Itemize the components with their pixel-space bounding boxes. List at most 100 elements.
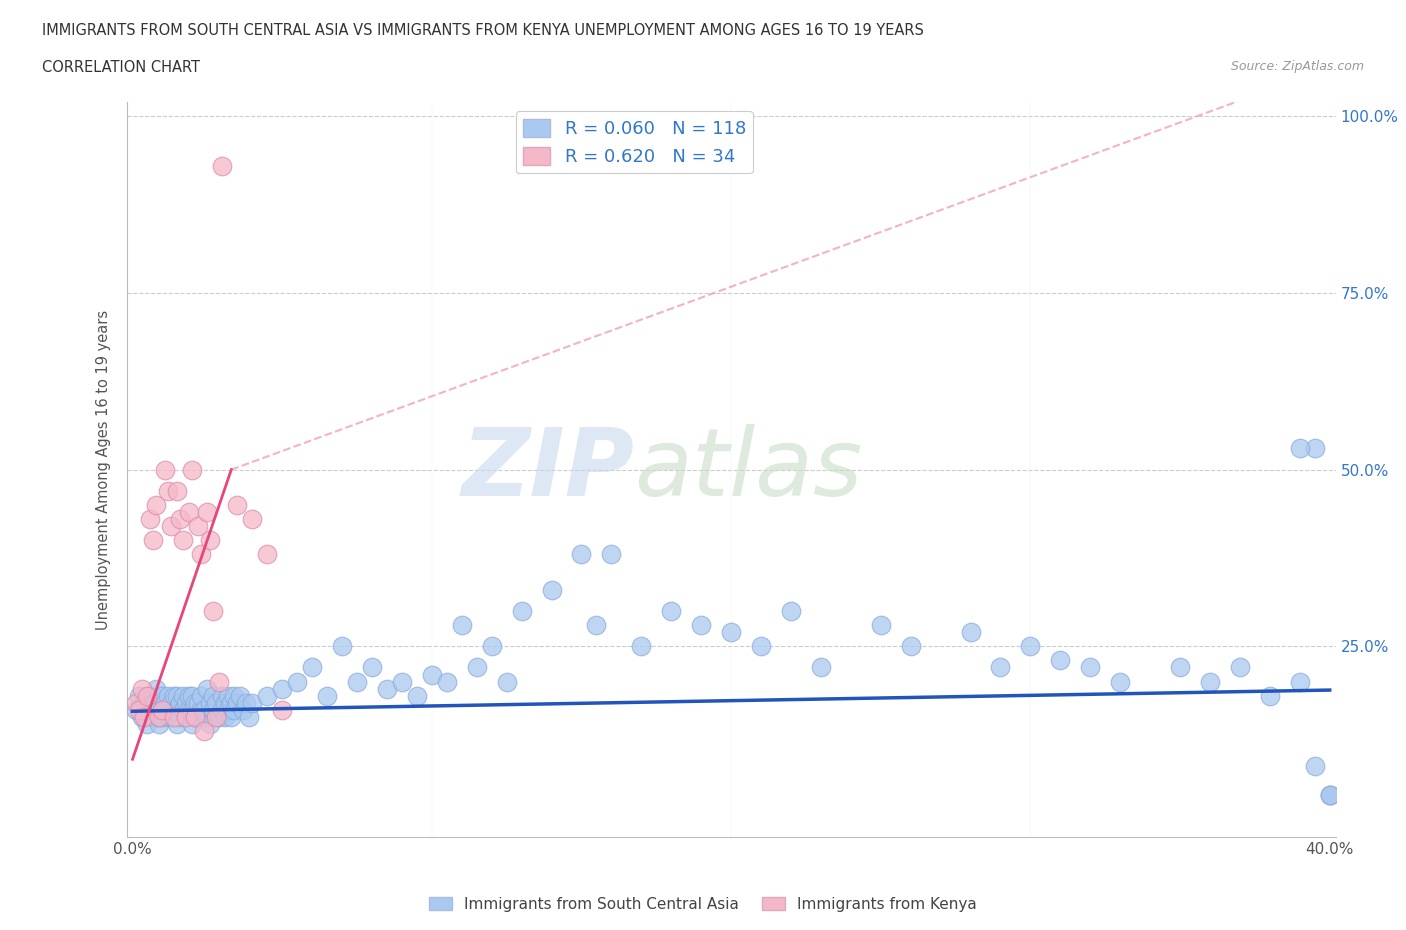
Point (145, 681, 167, 696)
Point (217, 702, 239, 717)
Point (172, 688, 194, 703)
Point (136, 688, 159, 703)
Point (148, 710, 170, 724)
Point (181, 462, 204, 477)
Point (195, 681, 218, 696)
Point (256, 688, 278, 703)
Point (134, 696, 156, 711)
Point (1049, 653, 1071, 668)
Point (330, 639, 353, 654)
Point (155, 702, 177, 717)
Point (142, 533, 165, 548)
Point (405, 688, 427, 703)
Point (128, 688, 150, 703)
Point (148, 716, 170, 731)
Point (391, 674, 413, 689)
Point (211, 702, 233, 717)
Point (157, 688, 180, 703)
Point (152, 688, 174, 703)
Point (226, 498, 249, 512)
Point (450, 618, 472, 632)
Point (193, 702, 215, 717)
Point (152, 702, 174, 717)
Point (301, 660, 323, 675)
Point (214, 710, 236, 724)
Point (124, 696, 146, 711)
Point (959, 625, 981, 640)
Point (1288, 674, 1310, 689)
Point (1303, 441, 1326, 456)
Point (316, 688, 339, 703)
Text: CORRELATION CHART: CORRELATION CHART (42, 60, 200, 75)
Point (240, 512, 263, 526)
Point (172, 533, 194, 548)
Point (176, 710, 198, 724)
Point (1319, 787, 1341, 802)
Point (600, 547, 623, 562)
Point (221, 696, 243, 711)
Text: atlas: atlas (634, 424, 863, 515)
Point (190, 688, 212, 703)
Point (142, 710, 165, 724)
Point (145, 702, 167, 717)
Point (1199, 674, 1222, 689)
Point (160, 710, 183, 724)
Point (585, 618, 607, 632)
Point (200, 533, 222, 548)
Point (226, 696, 249, 711)
Point (166, 688, 188, 703)
Point (124, 702, 146, 717)
Point (780, 604, 803, 618)
Point (211, 158, 233, 173)
Point (285, 674, 308, 689)
Point (224, 702, 246, 717)
Point (238, 710, 260, 724)
Y-axis label: Unemployment Among Ages 16 to 19 years: Unemployment Among Ages 16 to 19 years (96, 310, 111, 630)
Point (208, 674, 231, 689)
Point (720, 625, 742, 640)
Point (176, 696, 198, 711)
Point (169, 696, 191, 711)
Point (869, 618, 891, 632)
Point (232, 702, 254, 717)
Point (1319, 787, 1341, 802)
Point (166, 716, 188, 731)
Point (145, 498, 167, 512)
Point (184, 710, 207, 724)
Point (190, 702, 212, 717)
Point (271, 702, 294, 717)
Point (181, 716, 204, 731)
Point (152, 710, 174, 724)
Point (176, 710, 198, 724)
Point (195, 505, 218, 520)
Point (481, 639, 503, 654)
Point (169, 512, 191, 526)
Point (163, 688, 186, 703)
Point (271, 681, 294, 696)
Point (187, 696, 209, 711)
Point (900, 639, 922, 654)
Point (136, 702, 159, 717)
Point (205, 710, 228, 724)
Point (187, 519, 209, 534)
Point (346, 674, 368, 689)
Point (495, 674, 517, 689)
Point (571, 547, 593, 562)
Point (465, 660, 488, 675)
Text: IMMIGRANTS FROM SOUTH CENTRAL ASIA VS IMMIGRANTS FROM KENYA UNEMPLOYMENT AMONG A: IMMIGRANTS FROM SOUTH CENTRAL ASIA VS IM… (42, 23, 924, 38)
Legend: Immigrants from South Central Asia, Immigrants from Kenya: Immigrants from South Central Asia, Immi… (423, 890, 983, 918)
Point (256, 547, 278, 562)
Point (128, 702, 150, 717)
Point (166, 702, 188, 717)
Point (810, 660, 832, 675)
Point (131, 681, 153, 696)
Point (157, 710, 180, 724)
Point (211, 688, 233, 703)
Point (163, 710, 186, 724)
Point (1303, 759, 1326, 774)
Point (148, 710, 170, 724)
Point (155, 462, 177, 477)
Point (1229, 660, 1251, 675)
Point (436, 674, 458, 689)
Point (240, 696, 263, 711)
